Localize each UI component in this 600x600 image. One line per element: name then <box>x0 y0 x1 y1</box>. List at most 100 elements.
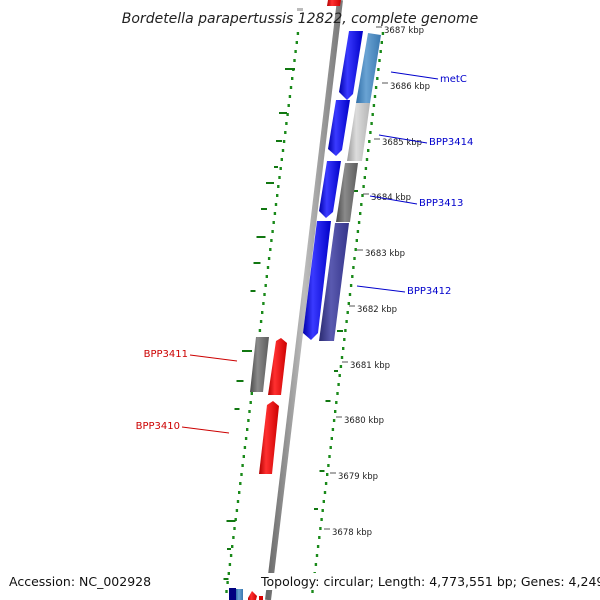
gc-dot <box>356 230 360 233</box>
gc-dash <box>256 236 266 238</box>
gc-dot <box>344 329 347 332</box>
gc-dot <box>355 239 358 242</box>
gc-dot <box>240 473 243 476</box>
gc-dot <box>276 194 279 197</box>
gc-dot <box>246 428 249 431</box>
gc-dot <box>331 428 335 431</box>
gc-dot <box>234 518 237 521</box>
gc-dot <box>327 464 330 467</box>
leader-BPP3413 <box>369 195 418 205</box>
gc-dash <box>314 508 318 510</box>
cds-partial-red <box>248 591 257 600</box>
gc-dot <box>235 509 239 512</box>
gc-dash <box>234 408 240 410</box>
gc-dash <box>319 470 325 472</box>
gc-dot <box>228 563 232 566</box>
reverse-cds-track <box>250 337 287 474</box>
gc-dash <box>223 578 229 580</box>
gc-dot <box>247 419 250 422</box>
gc-dot <box>362 185 365 188</box>
gc-dot <box>243 446 247 449</box>
gc-dot <box>380 41 383 44</box>
gc-dot <box>265 275 268 278</box>
ruler: 3687 kbp 3686 kbp 3685 kbp 3684 kbp 3683 kbp… <box>324 26 430 538</box>
gc-dot <box>289 86 293 89</box>
gc-dot <box>277 185 280 188</box>
gc-dot <box>323 491 327 494</box>
gc-dot <box>338 374 341 377</box>
gc-dot <box>261 311 264 314</box>
gc-dot <box>374 86 378 89</box>
cds-reverse-BPP3410 <box>259 401 279 474</box>
gc-dot <box>259 320 263 323</box>
gc-dot <box>314 563 318 566</box>
gc-dot <box>241 464 244 467</box>
gc-dash <box>285 68 295 70</box>
gc-dot <box>321 509 324 512</box>
gc-dot <box>315 554 319 557</box>
gc-dash <box>261 208 267 210</box>
ruler-tick-label: 3681 kbp <box>350 361 390 371</box>
gc-dot <box>272 221 275 224</box>
ruler-tick-label: 3683 kbp <box>365 249 405 259</box>
gc-dot <box>352 266 355 269</box>
cds-partial-navy <box>229 588 236 600</box>
gc-dot <box>381 32 385 35</box>
cog-BPP3414 <box>347 103 370 161</box>
gc-dot <box>346 311 349 314</box>
gc-dot <box>242 455 245 458</box>
gc-dot <box>320 518 323 521</box>
gc-dot <box>343 338 346 341</box>
gc-dot <box>363 176 366 179</box>
gc-dot <box>249 401 252 404</box>
gc-dot <box>269 248 272 251</box>
gc-dot <box>229 554 233 557</box>
gc-dot <box>293 59 296 62</box>
label-BPP3413[interactable]: BPP3413 <box>419 198 463 209</box>
gc-dot <box>319 527 322 530</box>
gc-dot <box>266 266 270 269</box>
ruler-tick-label: 3682 kbp <box>357 305 397 315</box>
gc-dot <box>263 293 266 296</box>
gc-dot <box>345 320 348 323</box>
gc-dot <box>349 284 353 287</box>
cds-partial-red-small <box>259 596 263 600</box>
gc-dot <box>364 167 368 170</box>
label-BPP3412[interactable]: BPP3412 <box>407 286 451 297</box>
ruler-tick-label: 3685 kbp <box>382 138 422 148</box>
ruler-tick-label: 3684 kbp <box>371 193 411 203</box>
leader-metC <box>390 71 439 80</box>
top-partial-features <box>297 0 341 11</box>
accession-label: Accession: NC_002928 <box>9 574 151 589</box>
cog-BPP3411 <box>250 337 269 392</box>
label-BPP3414[interactable]: BPP3414 <box>429 137 473 148</box>
gc-dot <box>274 203 278 206</box>
cds-forward-BPP3412 <box>303 221 331 340</box>
label-BPP3411[interactable]: BPP3411 <box>144 349 188 360</box>
ruler-tick-label: 3686 kbp <box>390 82 430 92</box>
gc-dot <box>351 275 354 278</box>
gc-dot <box>322 500 325 503</box>
gc-dot <box>365 158 369 161</box>
label-BPP3410[interactable]: BPP3410 <box>136 421 180 432</box>
gc-dot <box>232 536 235 539</box>
gc-dash <box>253 262 261 264</box>
cog-BPP3412 <box>319 223 349 341</box>
gc-dot <box>294 50 297 53</box>
gc-dot <box>348 293 352 296</box>
cog-BPP3413 <box>336 163 358 222</box>
label-metC[interactable]: metC <box>440 74 467 85</box>
gc-dash <box>325 400 331 402</box>
gc-dot <box>369 131 372 134</box>
gc-dot <box>271 230 274 233</box>
gc-dot <box>371 113 374 116</box>
cds-forward-BPP3413 <box>319 161 341 218</box>
gc-dot <box>281 149 285 152</box>
forward-cds-track <box>303 31 363 340</box>
gc-dot <box>279 167 282 170</box>
gc-dash <box>334 370 338 372</box>
gc-dot <box>370 122 373 125</box>
cds-forward-BPP3414 <box>328 100 350 156</box>
map-title: Bordetella parapertussis 12822, complete… <box>122 11 478 27</box>
